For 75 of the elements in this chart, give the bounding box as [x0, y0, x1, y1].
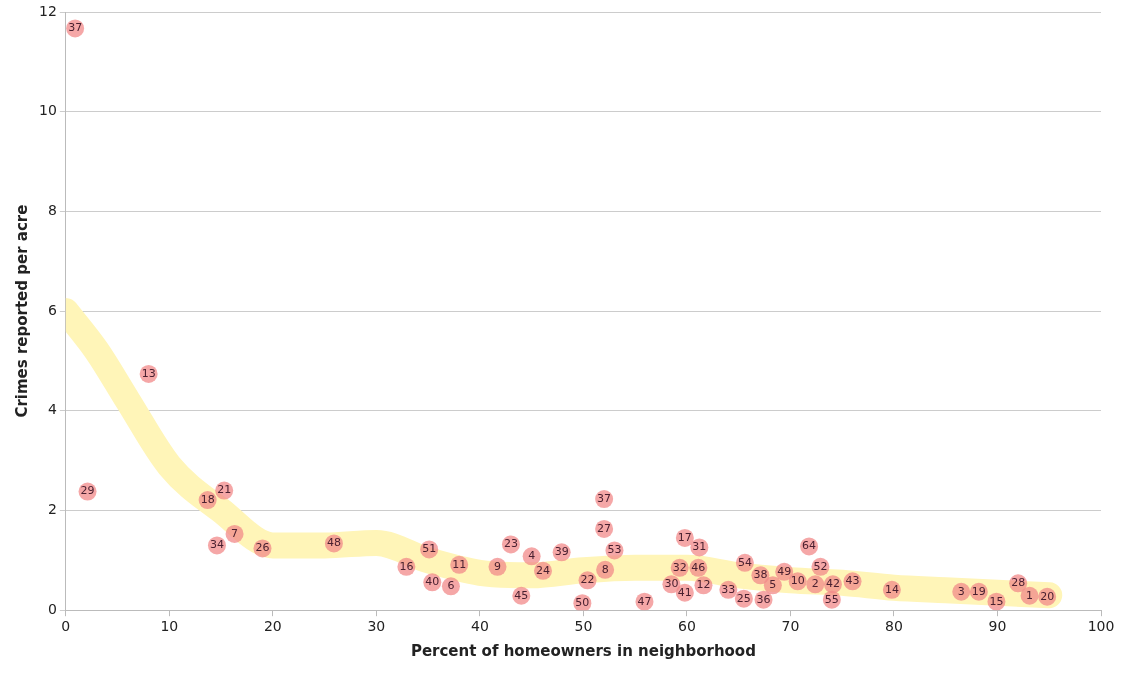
annotation: 32 — [672, 560, 687, 574]
annotation: 34 — [209, 538, 224, 552]
annotation: 14 — [884, 582, 899, 596]
annotation: 52 — [813, 559, 828, 573]
annotation: 7 — [231, 526, 239, 540]
x-tick-label: 90 — [988, 618, 1007, 635]
annotation: 41 — [677, 585, 692, 599]
annotation: 38 — [753, 568, 768, 582]
annotation: 4 — [528, 549, 536, 563]
x-tick-label: 50 — [574, 618, 593, 635]
x-tick-label: 70 — [781, 618, 800, 635]
y-tick-label: 0 — [47, 600, 57, 617]
annotation: 20 — [1040, 589, 1055, 603]
annotation: 3 — [957, 584, 965, 598]
y-tick-label: 2 — [47, 501, 57, 518]
annotation: 31 — [692, 540, 707, 554]
annotation: 46 — [691, 560, 706, 574]
annotation: 21 — [217, 483, 232, 497]
annotation: 64 — [802, 539, 817, 553]
annotation: 25 — [736, 591, 751, 605]
x-tick-label: 100 — [1087, 618, 1115, 635]
x-tick-label: 30 — [367, 618, 386, 635]
annotation: 27 — [597, 521, 612, 535]
annotation: 42 — [825, 577, 840, 591]
annotation: 11 — [452, 557, 467, 571]
annotation: 24 — [536, 563, 551, 577]
annotation: 40 — [425, 575, 440, 589]
annotation: 16 — [399, 559, 414, 573]
annotation: 13 — [141, 366, 156, 380]
annotation: 36 — [756, 592, 771, 606]
annotation: 48 — [326, 536, 341, 550]
y-tick-label: 12 — [38, 2, 57, 19]
annotation: 53 — [607, 543, 622, 557]
annotation: 10 — [790, 574, 805, 588]
x-tick-label: 80 — [885, 618, 903, 635]
annotation: 29 — [80, 484, 95, 498]
annotation: 55 — [824, 592, 839, 606]
annotation: 19 — [971, 584, 986, 598]
annotation: 33 — [721, 582, 736, 596]
annotation: 1 — [1026, 588, 1034, 602]
x-tick-label: 0 — [61, 618, 71, 635]
annotation: 28 — [1011, 576, 1026, 590]
annotation: 12 — [696, 578, 711, 592]
x-tick-label: 40 — [470, 618, 489, 635]
x-tick-label: 20 — [263, 618, 282, 635]
annotation: 54 — [737, 555, 752, 569]
annotation: 26 — [255, 541, 270, 555]
annotation: 50 — [575, 596, 590, 610]
y-tick-label: 4 — [47, 401, 57, 418]
x-axis-title: Percent of homeowners in neighborhood — [410, 641, 756, 660]
annotation: 6 — [447, 579, 455, 593]
annotation: 47 — [637, 594, 652, 608]
annotation: 15 — [989, 594, 1004, 608]
annotation: 17 — [677, 530, 692, 544]
annotation: 49 — [777, 564, 792, 578]
annotation: 43 — [845, 574, 860, 588]
annotation: 2 — [811, 577, 819, 591]
annotation: 51 — [422, 542, 437, 556]
annotation: 37 — [597, 491, 612, 505]
annotation: 9 — [493, 559, 501, 573]
annotation: 22 — [580, 573, 595, 587]
annotation: 37 — [68, 21, 83, 35]
annotation: 8 — [601, 562, 609, 576]
y-tick-label: 10 — [38, 102, 57, 119]
annotation: 30 — [664, 577, 679, 591]
annotation: 5 — [769, 578, 777, 592]
annotation: 39 — [554, 545, 569, 559]
annotation: 18 — [200, 492, 215, 506]
y-tick-label: 8 — [47, 202, 57, 219]
annotation: 45 — [514, 588, 529, 602]
annotation: 23 — [503, 537, 518, 551]
x-tick-label: 60 — [678, 618, 696, 635]
y-tick-label: 6 — [47, 301, 57, 318]
y-axis-title: Crimes reported per acre — [12, 204, 31, 418]
x-tick-label: 10 — [160, 618, 179, 635]
